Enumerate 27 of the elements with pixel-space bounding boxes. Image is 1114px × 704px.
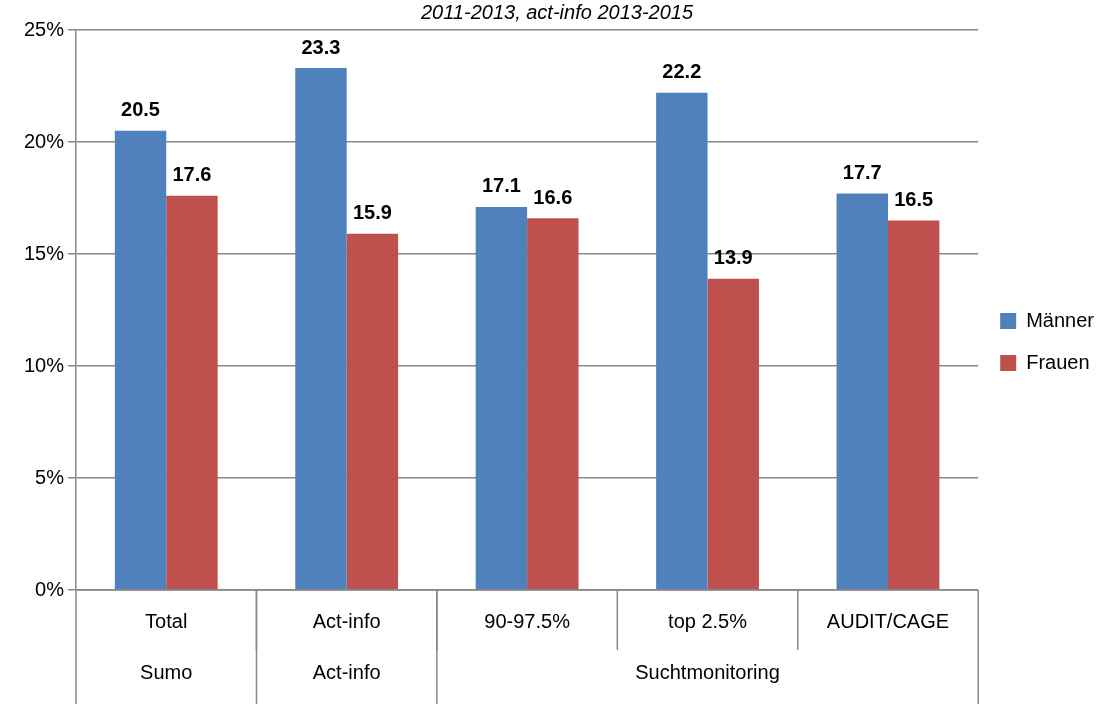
y-tick-label: 10%	[24, 353, 65, 376]
x-tick-label: 90-97.5%	[484, 609, 571, 632]
text: Suchtmonitoring	[635, 660, 780, 683]
x-tick-label: Act-info	[312, 609, 381, 632]
y-tick-label: 0%	[35, 577, 65, 600]
data-label: 22.2	[662, 60, 702, 83]
data-label: 20.5	[121, 98, 160, 121]
chart-subtitle: 2011-2013, act-info 2013-2015	[420, 1, 694, 23]
data-label: 16.6	[533, 185, 573, 208]
data-label: 17.7	[842, 161, 882, 184]
data-label: 13.9	[713, 246, 753, 269]
legend-label: Männer	[1026, 308, 1095, 331]
x-tick-label: AUDIT/CAGE	[826, 609, 950, 632]
text: Act-info	[312, 660, 381, 683]
data-label: 16.5	[894, 187, 934, 210]
y-tick-label: 25%	[24, 17, 65, 40]
legend-label: Frauen	[1026, 350, 1090, 373]
x-tick-label: top 2.5%	[668, 609, 748, 632]
y-tick-label: 15%	[24, 241, 65, 264]
y-tick-label: 20%	[24, 129, 65, 152]
data-label: 23.3	[301, 35, 341, 58]
data-label: 17.6	[172, 163, 212, 186]
text: Sumo	[140, 660, 193, 683]
data-label: 15.9	[352, 201, 392, 224]
data-label: 17.1	[481, 174, 521, 197]
y-tick-label: 5%	[35, 465, 65, 488]
x-tick-label: Total	[145, 609, 188, 632]
